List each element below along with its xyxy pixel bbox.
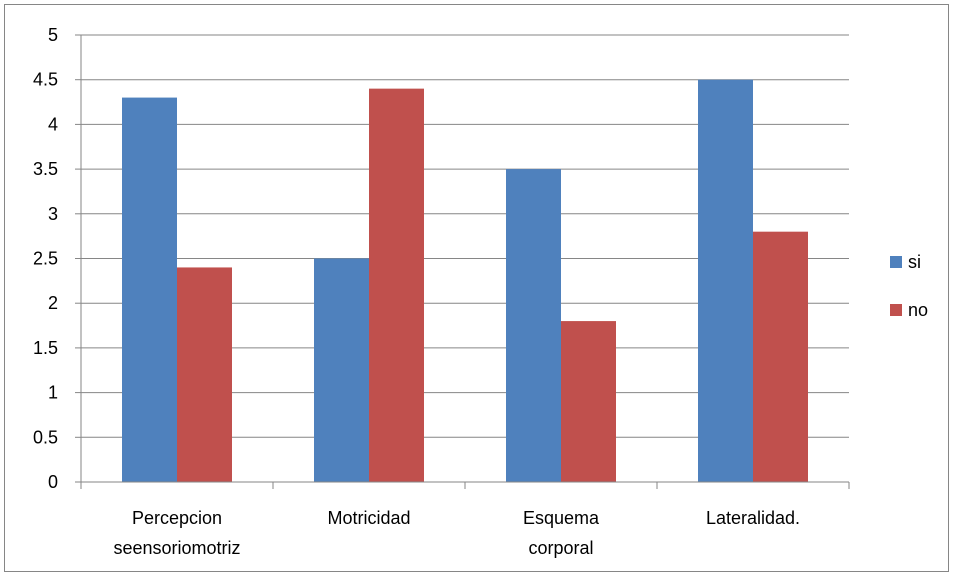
- bar-si: [122, 97, 177, 482]
- x-tick-label: Esquema corporal: [523, 508, 600, 558]
- x-tick-label-line: Motricidad: [327, 508, 410, 528]
- bar-no: [369, 88, 424, 482]
- y-tick-label: 1.5: [33, 338, 58, 358]
- axes: [75, 34, 850, 489]
- bars: [122, 79, 808, 482]
- legend-swatch-no: [890, 304, 902, 316]
- x-tick-label: Motricidad: [327, 508, 410, 528]
- legend-swatch-si: [890, 256, 902, 268]
- bar-si: [314, 258, 369, 482]
- x-tick-label-line: corporal: [528, 538, 593, 558]
- y-tick-label: 4: [48, 114, 58, 134]
- y-tick-label: 0: [48, 472, 58, 492]
- bar-si: [698, 79, 753, 482]
- y-tick-label: 2.5: [33, 249, 58, 269]
- legend-label: si: [908, 252, 921, 272]
- bar-no: [561, 321, 616, 482]
- bar-no: [177, 267, 232, 482]
- x-tick-label-line: Esquema: [523, 508, 600, 528]
- x-tick-label: Lateralidad.: [706, 508, 800, 528]
- y-tick-label: 3: [48, 204, 58, 224]
- legend: si no: [890, 252, 928, 320]
- y-tick-label: 5: [48, 25, 58, 45]
- x-tick-label-line: Percepcion: [132, 508, 222, 528]
- legend-label: no: [908, 300, 928, 320]
- y-tick-label: 1: [48, 383, 58, 403]
- y-tick-label: 4.5: [33, 70, 58, 90]
- x-tick-label: Percepcion seensoriomotriz: [113, 508, 240, 558]
- x-tick-label-line: seensoriomotriz: [113, 538, 240, 558]
- bar-no: [753, 231, 808, 482]
- bar-si: [506, 169, 561, 482]
- x-tick-labels: Percepcion seensoriomotriz Motricidad Esque…: [113, 508, 800, 558]
- y-tick-label: 0.5: [33, 427, 58, 447]
- x-tick-label-line: Lateralidad.: [706, 508, 800, 528]
- y-tick-label: 3.5: [33, 159, 58, 179]
- y-tick-label: 2: [48, 293, 58, 313]
- y-tick-labels: 0 0.5 1 1.5 2 2.5 3 3.5 4 4.5 5: [33, 25, 58, 492]
